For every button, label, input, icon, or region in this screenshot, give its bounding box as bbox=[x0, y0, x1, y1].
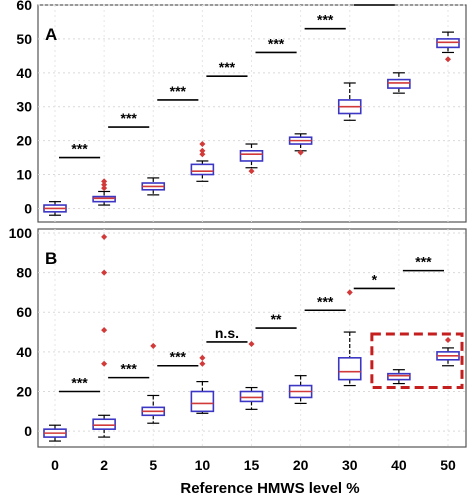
panel-label: A bbox=[45, 25, 57, 44]
y-tick-label: 10 bbox=[16, 167, 32, 183]
significance-label: *** bbox=[366, 0, 383, 4]
outlier-point bbox=[101, 233, 108, 240]
outlier-point bbox=[199, 360, 206, 367]
significance-label: *** bbox=[317, 12, 334, 28]
significance-label: *** bbox=[219, 59, 236, 75]
outlier-point bbox=[150, 342, 157, 349]
x-axis-label: Reference HMWS level % bbox=[180, 480, 359, 497]
box-iqr bbox=[190, 390, 215, 413]
box-iqr bbox=[92, 418, 116, 430]
significance-label: * bbox=[372, 271, 378, 287]
x-tick-label: 50 bbox=[440, 457, 456, 473]
x-tick-label: 0 bbox=[51, 457, 59, 473]
x-tick-label: 5 bbox=[149, 457, 157, 473]
y-tick-label: 80 bbox=[16, 265, 32, 281]
box-iqr bbox=[239, 390, 264, 403]
significance-label: *** bbox=[121, 361, 138, 377]
significance-label: *** bbox=[317, 293, 334, 309]
panel-A-frame bbox=[37, 4, 467, 223]
box-iqr bbox=[436, 38, 460, 49]
outlier-point bbox=[101, 185, 108, 192]
outlier-point bbox=[101, 327, 108, 334]
outlier-point bbox=[297, 149, 304, 156]
y-tick-label: 40 bbox=[16, 65, 32, 81]
y-tick-label: 50 bbox=[16, 31, 32, 47]
outlier-point bbox=[248, 340, 255, 347]
significance-label: n.s. bbox=[215, 325, 239, 341]
y-tick-label: 60 bbox=[16, 304, 32, 320]
outlier-point bbox=[444, 56, 452, 63]
significance-label: ** bbox=[271, 311, 282, 327]
x-tick-label: 20 bbox=[293, 457, 309, 473]
outlier-point bbox=[199, 354, 206, 361]
highlight-box bbox=[370, 332, 464, 390]
box-iqr bbox=[239, 149, 264, 162]
significance-label: *** bbox=[71, 375, 88, 391]
y-tick-label: 30 bbox=[16, 99, 32, 115]
y-tick-label: 0 bbox=[24, 200, 32, 216]
outlier-point bbox=[346, 289, 353, 296]
y-tick-label: 60 bbox=[16, 0, 32, 13]
x-tick-label: 15 bbox=[244, 457, 260, 473]
box-iqr bbox=[387, 78, 411, 89]
y-tick-label: 40 bbox=[16, 344, 32, 360]
y-tick-label: 20 bbox=[16, 133, 32, 149]
outlier-point bbox=[199, 147, 206, 154]
box-iqr bbox=[337, 357, 362, 381]
x-tick-label: 2 bbox=[100, 457, 108, 473]
y-tick-label: 0 bbox=[24, 423, 32, 439]
significance-label: *** bbox=[268, 35, 285, 51]
outlier-point bbox=[101, 360, 108, 367]
x-tick-label: 40 bbox=[391, 457, 407, 473]
outlier-point bbox=[101, 269, 108, 276]
box-iqr bbox=[387, 372, 411, 381]
significance-label: *** bbox=[71, 141, 88, 157]
outlier-point bbox=[199, 140, 206, 148]
x-tick-label: 10 bbox=[195, 457, 211, 473]
significance-label: *** bbox=[121, 110, 138, 126]
panel-label: B bbox=[45, 249, 57, 268]
x-tick-label: 30 bbox=[342, 457, 358, 473]
significance-label: *** bbox=[170, 349, 187, 365]
box-iqr bbox=[190, 163, 215, 176]
outlier-point bbox=[101, 181, 108, 188]
significance-label: *** bbox=[415, 254, 432, 270]
outlier-point bbox=[248, 168, 255, 175]
y-tick-label: 20 bbox=[16, 384, 32, 400]
box-iqr bbox=[92, 195, 116, 203]
y-tick-label: 100 bbox=[9, 225, 33, 241]
outlier-point bbox=[444, 336, 452, 344]
outlier-point bbox=[199, 151, 206, 158]
outlier-point bbox=[101, 178, 108, 185]
significance-label: *** bbox=[170, 83, 187, 99]
